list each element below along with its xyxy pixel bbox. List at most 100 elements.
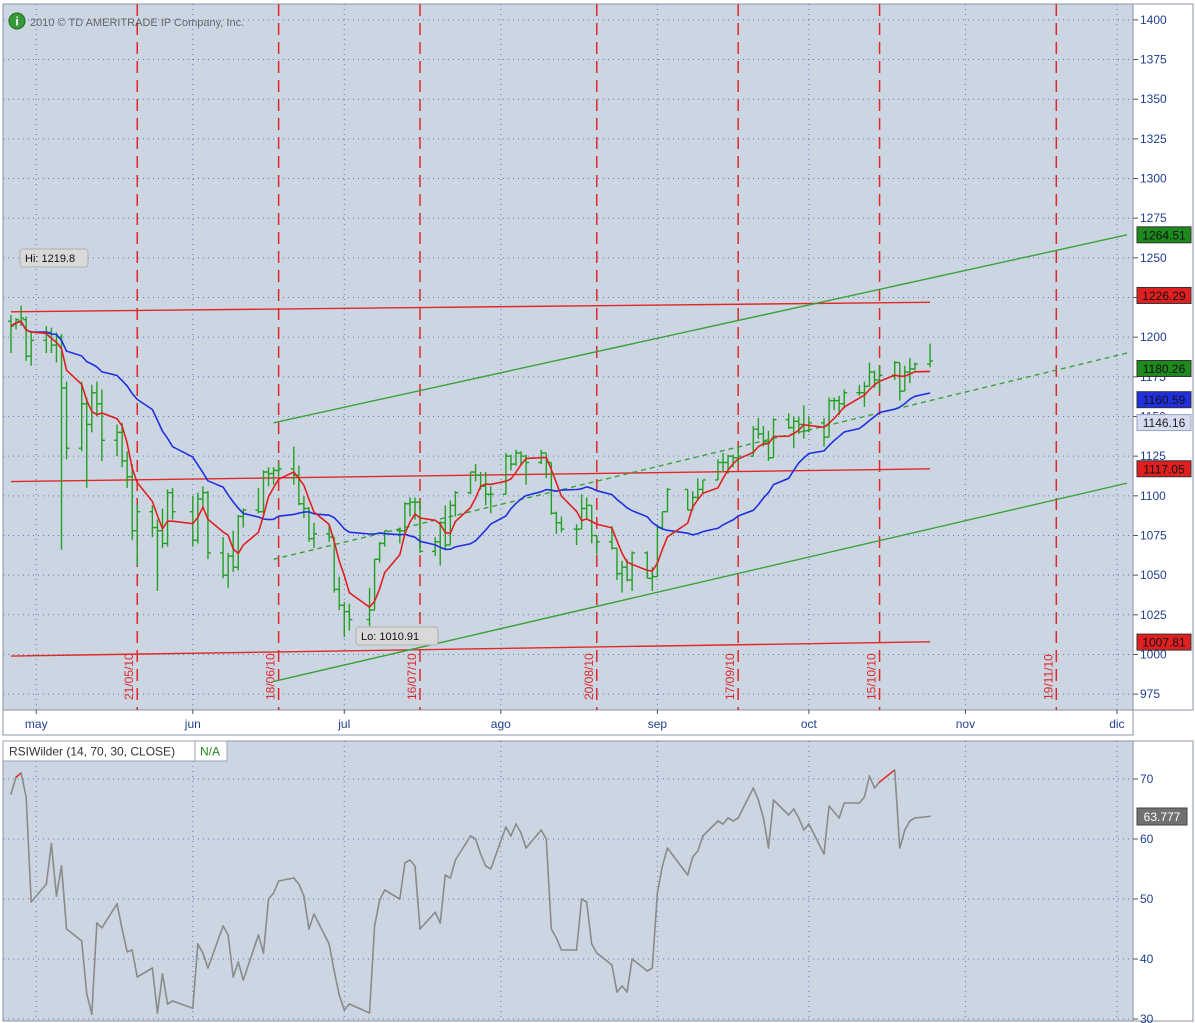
rsi-segment xyxy=(616,985,623,993)
rsi-tick-label: 60 xyxy=(1140,832,1154,846)
price-tick-label: 1300 xyxy=(1140,172,1167,186)
price-bar xyxy=(98,389,105,461)
month-label: dic xyxy=(1109,717,1124,731)
rsi-segment xyxy=(787,808,795,816)
price-tick-label: 1400 xyxy=(1140,13,1167,27)
rsi-segment xyxy=(525,829,543,849)
rsi-segment xyxy=(257,934,265,954)
price-bar xyxy=(876,365,883,393)
price-tick-label: 1275 xyxy=(1140,211,1167,225)
month-label: sep xyxy=(648,717,668,731)
rsi-segment xyxy=(313,913,330,945)
rsi-segment xyxy=(227,934,234,978)
rsi-segment xyxy=(434,911,442,924)
rsi-segment xyxy=(757,799,765,819)
rsi-segment xyxy=(545,838,553,930)
rsi-segment xyxy=(333,970,341,996)
rsi-segment xyxy=(90,922,98,1016)
rsi-segment xyxy=(904,820,911,831)
rsi-segment xyxy=(414,865,421,930)
info-icon[interactable]: i xyxy=(8,12,26,30)
rsi-segment xyxy=(151,967,159,1014)
rsi-line xyxy=(10,769,931,1016)
rsi-segment xyxy=(686,856,694,876)
price-gridlines xyxy=(3,4,1133,710)
rsi-segment xyxy=(808,823,825,855)
price-badge: 1007.81 xyxy=(1136,633,1192,651)
price-bar xyxy=(770,418,777,459)
price-bar xyxy=(841,389,848,409)
rsi-segment xyxy=(343,1003,351,1011)
rsi-segment xyxy=(368,925,376,1014)
price-tick-label: 1125 xyxy=(1140,449,1166,463)
price-badge-text: 1226.29 xyxy=(1142,289,1186,303)
rsi-segment xyxy=(737,787,755,819)
rsi-segment xyxy=(898,829,906,849)
rsi-segment xyxy=(762,817,770,849)
price-bar xyxy=(593,534,600,555)
rsi-segment xyxy=(828,805,835,813)
rsi-segment xyxy=(50,842,58,897)
rsi-segment xyxy=(171,1000,194,1010)
rsi-segment xyxy=(136,967,154,978)
rsi-segment xyxy=(131,949,139,978)
rsi-header xyxy=(2,740,228,762)
rsi-segment xyxy=(792,808,800,819)
trend-line-support-low xyxy=(10,641,931,657)
rsi-segment xyxy=(626,958,633,993)
price-badge: 1117.05 xyxy=(1136,460,1192,478)
rsi-segment xyxy=(585,901,593,945)
rsi-segment xyxy=(868,775,876,789)
rsi-segment xyxy=(80,940,88,995)
price-bar xyxy=(63,381,70,460)
lo-label: Lo: 1010.91 xyxy=(355,626,439,646)
rsi-segment xyxy=(474,838,482,855)
price-tick-label: 1325 xyxy=(1140,132,1167,146)
rsi-segment xyxy=(823,805,830,855)
price-tick-label: 1050 xyxy=(1140,568,1167,582)
rsi-segment xyxy=(15,772,22,779)
price-badge-text: 1160.59 xyxy=(1143,393,1186,407)
price-badge: 1160.59 xyxy=(1136,391,1192,409)
cycle-date-label: 15/10/10 xyxy=(865,653,879,700)
price-badge-box xyxy=(1136,226,1192,244)
cycle-date-label: 21/05/10 xyxy=(122,653,136,700)
price-bar xyxy=(735,446,742,465)
rsi-segment xyxy=(303,895,310,930)
price-tick-label: 975 xyxy=(1140,687,1160,701)
rsi-segment xyxy=(691,850,699,858)
price-badges: 1264.51 1226.29 1180.26 1160.59 1146.16 1117.… xyxy=(1136,226,1192,651)
rsi-segment xyxy=(121,928,128,953)
ma-fast-line xyxy=(10,320,931,609)
month-label: jun xyxy=(184,717,201,731)
rsi-segment xyxy=(863,775,871,798)
price-bar xyxy=(699,479,706,495)
price-panel: 1400137513501325130012751250122512001175… xyxy=(2,3,1194,736)
rsi-segment xyxy=(909,817,916,822)
ma-slow-line xyxy=(10,320,931,551)
price-badge-box xyxy=(1136,414,1192,432)
rsi-segment xyxy=(45,842,53,885)
price-tick-label: 1375 xyxy=(1140,53,1167,67)
rsi-study-label[interactable]: RSIWilder (14, 70, 30, CLOSE) xyxy=(9,745,175,759)
rsi-segment xyxy=(197,943,204,954)
cycle-date-label: 16/07/10 xyxy=(405,653,419,700)
rsi-segment xyxy=(65,928,83,942)
month-label: may xyxy=(25,717,48,731)
rsi-segment xyxy=(858,796,866,804)
price-bar xyxy=(911,362,918,371)
price-bar xyxy=(927,343,934,368)
rsi-plot-area[interactable] xyxy=(2,740,1134,1022)
rsi-segment xyxy=(116,902,123,930)
price-bar xyxy=(558,516,565,533)
rsi-segment xyxy=(439,874,447,924)
month-label: ago xyxy=(491,717,511,731)
price-badge-box xyxy=(1136,391,1192,409)
price-tick-label: 1250 xyxy=(1140,251,1167,265)
cycle-date-label: 19/11/10 xyxy=(1041,654,1055,700)
month-label: nov xyxy=(956,717,975,731)
rsi-segment xyxy=(575,898,583,951)
rsi-segment xyxy=(262,898,270,954)
price-plot-area[interactable] xyxy=(2,3,1134,711)
rsi-segment xyxy=(772,799,790,816)
